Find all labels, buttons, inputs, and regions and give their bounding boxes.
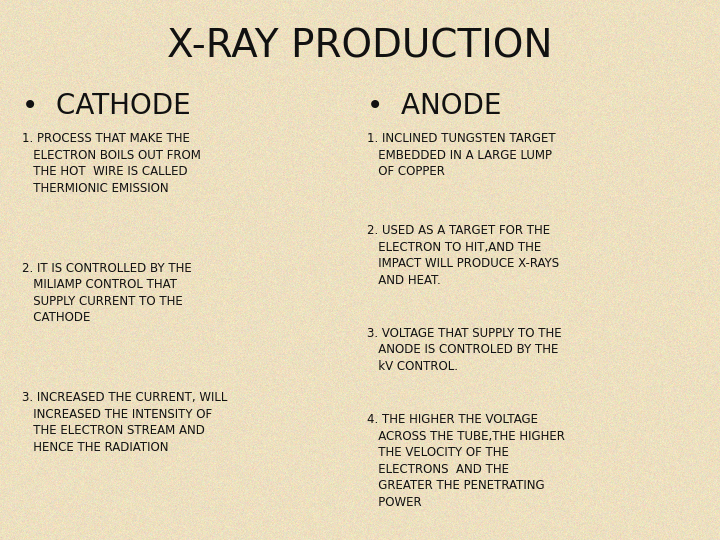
Text: 2. USED AS A TARGET FOR THE
   ELECTRON TO HIT,AND THE
   IMPACT WILL PRODUCE X-: 2. USED AS A TARGET FOR THE ELECTRON TO … bbox=[367, 224, 559, 287]
Text: 4. THE HIGHER THE VOLTAGE
   ACROSS THE TUBE,THE HIGHER
   THE VELOCITY OF THE
 : 4. THE HIGHER THE VOLTAGE ACROSS THE TUB… bbox=[367, 413, 565, 509]
Text: X-RAY PRODUCTION: X-RAY PRODUCTION bbox=[167, 27, 553, 65]
Text: 3. VOLTAGE THAT SUPPLY TO THE
   ANODE IS CONTROLED BY THE
   kV CONTROL.: 3. VOLTAGE THAT SUPPLY TO THE ANODE IS C… bbox=[367, 327, 562, 373]
Text: 3. INCREASED THE CURRENT, WILL
   INCREASED THE INTENSITY OF
   THE ELECTRON STR: 3. INCREASED THE CURRENT, WILL INCREASED… bbox=[22, 392, 227, 454]
Text: •  ANODE: • ANODE bbox=[367, 92, 502, 120]
Text: 2. IT IS CONTROLLED BY THE
   MILIAMP CONTROL THAT
   SUPPLY CURRENT TO THE
   C: 2. IT IS CONTROLLED BY THE MILIAMP CONTR… bbox=[22, 262, 192, 325]
Text: •  CATHODE: • CATHODE bbox=[22, 92, 190, 120]
Text: 1. INCLINED TUNGSTEN TARGET
   EMBEDDED IN A LARGE LUMP
   OF COPPER: 1. INCLINED TUNGSTEN TARGET EMBEDDED IN … bbox=[367, 132, 556, 178]
Text: 1. PROCESS THAT MAKE THE
   ELECTRON BOILS OUT FROM
   THE HOT  WIRE IS CALLED
 : 1. PROCESS THAT MAKE THE ELECTRON BOILS … bbox=[22, 132, 200, 195]
